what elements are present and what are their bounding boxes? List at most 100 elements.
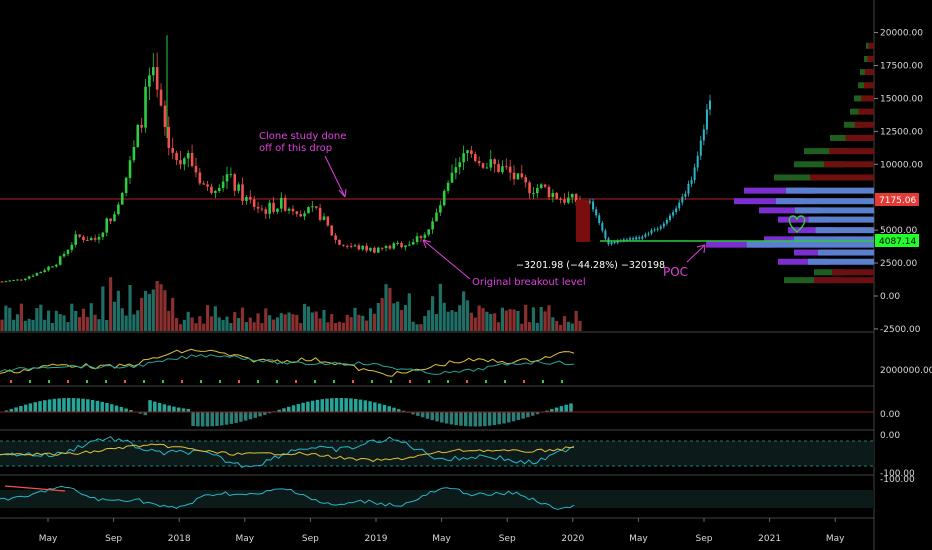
- pane2-histogram-bar: [229, 412, 234, 424]
- volume-bar: [268, 315, 272, 331]
- candle-body: [109, 218, 112, 222]
- volume-bar: [520, 323, 524, 331]
- volume-bar: [469, 312, 473, 331]
- volume-bar: [70, 303, 74, 331]
- clone-study-arrowhead: [338, 188, 347, 198]
- pane2-histogram-bar: [301, 402, 305, 413]
- profile-bar-right: [794, 236, 874, 243]
- pane1-signal-dot: [143, 380, 145, 383]
- volume-bar: [105, 319, 109, 331]
- price-tick-label: 2500.00: [880, 259, 917, 269]
- volume-bar: [411, 321, 415, 331]
- pane2-histogram-bar: [554, 407, 559, 413]
- volume-bar: [97, 319, 101, 331]
- volume-bar: [458, 305, 462, 331]
- projection-body: [622, 239, 625, 241]
- pane2-histogram-bar: [4, 410, 9, 413]
- pane1-signal-dot: [124, 380, 126, 383]
- volume-bar: [578, 320, 582, 331]
- pane1-signal-dot: [428, 380, 430, 383]
- profile-bar-left: [814, 269, 844, 276]
- profile-bar-left: [804, 148, 846, 155]
- candle-body: [124, 177, 128, 193]
- volume-bar: [112, 301, 117, 331]
- candle-body: [159, 89, 163, 106]
- pane2-histogram-bar: [277, 409, 281, 413]
- projection-body: [672, 212, 675, 216]
- volume-bar: [423, 316, 427, 331]
- volume-bar: [186, 311, 190, 331]
- volume-bar: [85, 317, 89, 331]
- volume-bar: [275, 317, 280, 331]
- volume-bar: [574, 310, 578, 331]
- candle-body: [190, 152, 194, 167]
- projection-body: [632, 238, 635, 240]
- volume-bar: [334, 323, 338, 331]
- candle-body: [400, 242, 403, 248]
- candle-body: [318, 207, 322, 220]
- candle-body: [303, 213, 306, 217]
- candle-body: [404, 245, 407, 248]
- candle-body: [171, 148, 174, 153]
- pane2-histogram-bar: [440, 412, 444, 423]
- candle-body: [396, 242, 399, 244]
- price-tick-label: 10000.00: [880, 160, 923, 170]
- candle-body: [435, 212, 438, 222]
- volume-bar: [209, 316, 214, 331]
- candle-body: [493, 159, 496, 165]
- pane2-histogram-bar: [167, 405, 171, 413]
- volume-bar: [547, 305, 551, 331]
- candle-body: [349, 245, 353, 247]
- candle-body: [8, 280, 12, 282]
- candle-body: [136, 124, 140, 148]
- candle-body: [78, 234, 81, 237]
- volume-bar: [46, 310, 51, 331]
- candle-body: [322, 216, 326, 220]
- candle-body: [4, 281, 8, 283]
- volume-bar: [341, 322, 345, 331]
- pane2-histogram-bar: [526, 412, 530, 418]
- pane2-histogram-bar: [487, 412, 492, 426]
- pane2-histogram-bar: [468, 412, 473, 427]
- candle-body: [167, 126, 171, 149]
- pane2-histogram-bar: [234, 412, 238, 423]
- candle-body: [369, 247, 372, 251]
- pane3-band: [0, 441, 874, 466]
- candle-body: [86, 240, 89, 242]
- volume-bar: [27, 318, 31, 331]
- candle-body: [380, 247, 384, 249]
- pane2-histogram-bar: [110, 404, 114, 413]
- volume-bar: [31, 319, 35, 331]
- candle-body: [210, 186, 213, 193]
- poc-price-tag: 4087.14: [875, 234, 919, 247]
- volume-bar: [337, 321, 342, 331]
- pane2-histogram-bar: [90, 399, 95, 413]
- last-price-tag: 7175.06: [875, 193, 919, 206]
- pane2-histogram-bar: [239, 412, 243, 422]
- candle-body: [206, 184, 209, 187]
- pane2-histogram-bar: [14, 407, 18, 413]
- pane2-histogram-bar: [33, 402, 37, 413]
- volume-bar: [473, 317, 477, 331]
- candle-body: [27, 276, 31, 279]
- pane1-line-teal: [0, 354, 575, 375]
- volume-bar: [551, 317, 555, 331]
- pane2-histogram-bar: [530, 412, 535, 416]
- candle-body: [326, 216, 330, 226]
- pane2-histogram-bar: [516, 412, 521, 421]
- candle-body: [454, 167, 458, 173]
- candle-body: [307, 207, 310, 214]
- volume-bar: [283, 314, 287, 331]
- pane1-signal-dot: [523, 380, 525, 383]
- profile-bar-right: [832, 269, 874, 276]
- candle-body: [260, 208, 264, 210]
- candle-body: [31, 275, 35, 277]
- volume-bar: [0, 319, 4, 331]
- volume-bar: [66, 322, 70, 331]
- volume-bar: [62, 315, 66, 331]
- volume-bar: [225, 316, 229, 331]
- projection-body: [610, 242, 613, 245]
- candle-body: [20, 279, 23, 281]
- volume-bar: [221, 319, 225, 331]
- projection-body: [644, 234, 647, 237]
